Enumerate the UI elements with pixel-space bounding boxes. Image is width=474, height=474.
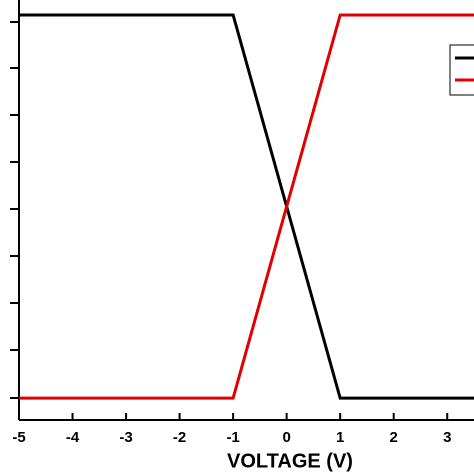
x-tick-label: -1 xyxy=(226,429,239,446)
x-tick-label: 3 xyxy=(443,429,451,446)
series-line xyxy=(19,13,474,400)
series-line xyxy=(19,13,474,400)
x-tick-label: -5 xyxy=(12,429,25,446)
legend xyxy=(449,44,474,96)
x-tick-label: -2 xyxy=(173,429,186,446)
x-tick-label: 0 xyxy=(282,429,290,446)
x-tick-label: -4 xyxy=(66,429,80,446)
x-tick-label: 1 xyxy=(336,429,344,446)
x-axis-title: VOLTAGE (V) xyxy=(227,450,353,472)
y-axis-ticks xyxy=(10,21,19,399)
x-tick-label: 2 xyxy=(390,429,398,446)
x-tick-label: -3 xyxy=(119,429,132,446)
